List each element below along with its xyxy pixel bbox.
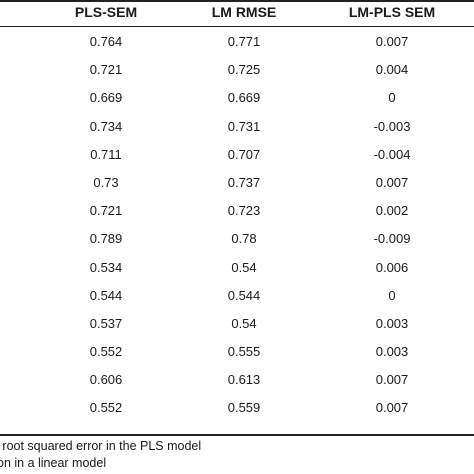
table-row: 0.711 0.707 -0.004: [0, 140, 474, 168]
cell-lm-pls-sem: -0.003: [373, 118, 411, 134]
results-table: PLS-SEM LM RMSE LM-PLS SEM 0.764 0.771 0.0…: [0, 0, 474, 422]
cell-pls-sem: 0.552: [89, 400, 123, 416]
table-row: 0.669 0.669 0: [0, 83, 474, 111]
table-bottom-rule: [0, 434, 474, 436]
table-row: 0.721 0.725 0.004: [0, 55, 474, 83]
table-note: e root squared error in the PLS model: [0, 439, 202, 453]
cell-lm-rmse: 0.669: [227, 90, 261, 106]
cell-lm-pls-sem: -0.009: [373, 231, 411, 247]
header-lm-rmse: LM RMSE: [211, 4, 277, 20]
cell-lm-rmse: 0.737: [227, 174, 261, 190]
cell-lm-pls-sem: 0.007: [375, 400, 409, 416]
cell-lm-pls-sem: 0.007: [375, 372, 409, 388]
cell-lm-pls-sem: 0.006: [375, 259, 409, 275]
cell-pls-sem: 0.537: [89, 315, 123, 331]
cell-lm-pls-sem: 0: [388, 287, 396, 303]
cell-lm-rmse: 0.54: [231, 259, 257, 275]
cell-pls-sem: 0.734: [89, 118, 123, 134]
cell-lm-rmse: 0.559: [227, 400, 261, 416]
cell-lm-rmse: 0.723: [227, 203, 261, 219]
table-notes: e root squared error in the PLS model on…: [0, 438, 474, 472]
table-row: 0.789 0.78 -0.009: [0, 224, 474, 252]
cell-lm-pls-sem: 0.003: [375, 315, 409, 331]
table-row: 0.764 0.771 0.007: [0, 27, 474, 55]
cell-pls-sem: 0.721: [89, 62, 123, 78]
cell-lm-rmse: 0.731: [227, 118, 261, 134]
cell-pls-sem: 0.73: [93, 174, 119, 190]
table-row: 0.537 0.54 0.003: [0, 309, 474, 337]
cell-lm-pls-sem: 0.007: [375, 174, 409, 190]
table-row: 0.73 0.737 0.007: [0, 168, 474, 196]
cell-pls-sem: 0.711: [90, 146, 122, 162]
cell-pls-sem: 0.606: [89, 372, 123, 388]
table-row: 0.552 0.559 0.007: [0, 393, 474, 421]
table-body: 0.764 0.771 0.007 0.721 0.725 0.004 0.669 0.669…: [0, 27, 474, 422]
cell-lm-rmse: 0.613: [227, 372, 261, 388]
cell-lm-pls-sem: 0: [388, 90, 396, 106]
table-note: on in a linear model: [0, 456, 107, 470]
cell-lm-pls-sem: 0.002: [375, 203, 409, 219]
cell-pls-sem: 0.552: [89, 344, 123, 360]
cell-lm-rmse: 0.725: [227, 62, 261, 78]
cell-lm-rmse: 0.78: [231, 231, 257, 247]
table-row: 0.552 0.555 0.003: [0, 337, 474, 365]
cell-lm-rmse: 0.555: [227, 344, 261, 360]
cell-lm-pls-sem: -0.004: [373, 146, 411, 162]
cell-pls-sem: 0.721: [89, 203, 123, 219]
table-header-row: PLS-SEM LM RMSE LM-PLS SEM: [0, 0, 474, 27]
cell-pls-sem: 0.764: [89, 34, 123, 49]
table-row: 0.544 0.544 0: [0, 281, 474, 309]
cell-lm-pls-sem: 0.003: [375, 344, 409, 360]
cell-lm-rmse: 0.707: [227, 146, 261, 162]
cell-lm-pls-sem: 0.007: [375, 34, 409, 49]
cell-pls-sem: 0.544: [89, 287, 123, 303]
cell-pls-sem: 0.789: [89, 231, 123, 247]
cell-lm-rmse: 0.54: [231, 315, 257, 331]
cell-lm-rmse: 0.544: [227, 287, 261, 303]
cell-pls-sem: 0.669: [89, 90, 123, 106]
header-lm-pls-sem: LM-PLS SEM: [348, 4, 436, 20]
table-row: 0.721 0.723 0.002: [0, 196, 474, 224]
cell-lm-pls-sem: 0.004: [375, 62, 409, 78]
table-row: 0.534 0.54 0.006: [0, 253, 474, 281]
cell-pls-sem: 0.534: [89, 259, 123, 275]
cell-lm-rmse: 0.771: [227, 34, 261, 49]
header-pls-sem: PLS-SEM: [74, 4, 138, 20]
table-row: 0.734 0.731 -0.003: [0, 112, 474, 140]
table-row: 0.606 0.613 0.007: [0, 365, 474, 393]
table-top-rule: [0, 0, 474, 2]
